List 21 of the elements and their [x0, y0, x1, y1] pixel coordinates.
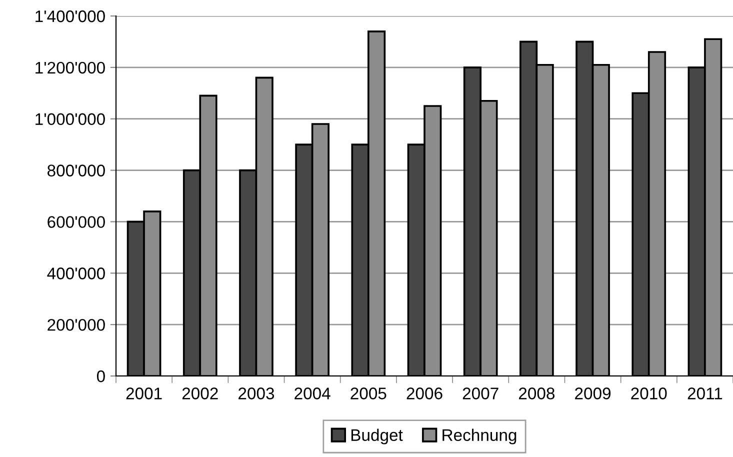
x-tick-label: 2007 [462, 388, 498, 400]
y-tick-label: 400'000 [47, 268, 105, 280]
x-tick-label: 2008 [518, 388, 554, 400]
x-tick-label: 2009 [575, 388, 611, 400]
y-tick-label: 200'000 [48, 318, 105, 331]
y-tick-label: 0 [96, 370, 105, 382]
x-tick-label: 2010 [631, 388, 667, 400]
y-tick-label: 1'000'000 [36, 113, 105, 126]
y-tick-label: 1'200'000 [36, 62, 105, 74]
y-tick-label: 800'000 [48, 164, 105, 176]
x-tick-label: 2001 [126, 388, 162, 400]
x-tick-label: 2003 [238, 388, 274, 400]
x-tick-label: 2005 [350, 388, 386, 400]
x-tick-label: 2004 [294, 388, 330, 400]
x-tick-label: 2002 [182, 388, 218, 400]
legend-label: Budget [351, 428, 403, 444]
legend-label: Rechnung [442, 428, 516, 444]
x-tick-label: 2011 [688, 388, 722, 400]
y-tick-label: 600'000 [48, 216, 105, 228]
x-tick-label: 2006 [406, 388, 442, 400]
y-tick-label: 1'400'000 [36, 10, 105, 22]
